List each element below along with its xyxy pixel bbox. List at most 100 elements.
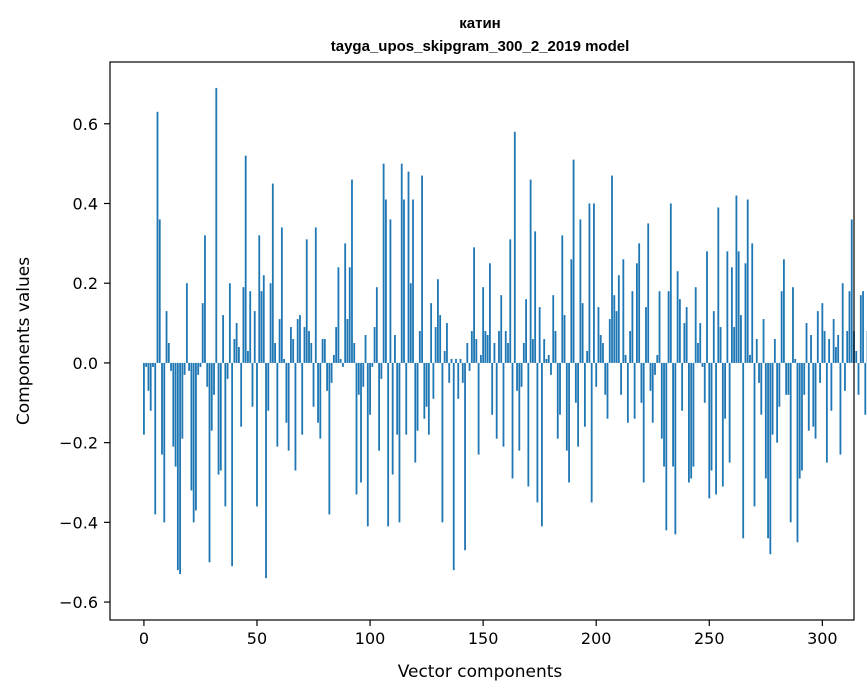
bar: [728, 362, 731, 463]
bar: [649, 362, 652, 391]
bar: [362, 362, 365, 387]
bar: [780, 291, 783, 363]
bar: [278, 319, 281, 363]
bar: [749, 354, 751, 363]
bar: [753, 362, 756, 507]
bar: [391, 362, 394, 475]
bar: [672, 362, 674, 467]
bar: [421, 175, 423, 363]
bar: [235, 323, 238, 363]
bar: [274, 342, 276, 363]
bar: [778, 362, 781, 407]
bar: [699, 323, 702, 363]
bar: [260, 291, 263, 363]
bar: [332, 354, 335, 363]
bar: [762, 319, 765, 363]
x-tick-label: 50: [247, 629, 267, 648]
bar: [819, 362, 821, 383]
bar: [859, 295, 862, 363]
x-tick-label: 250: [694, 629, 725, 648]
bar: [588, 203, 591, 363]
bar: [543, 339, 546, 363]
bar: [213, 362, 215, 395]
bar: [473, 247, 475, 363]
y-tick-label: 0.6: [73, 115, 98, 134]
bar: [172, 362, 175, 447]
bar: [161, 362, 163, 455]
bar: [617, 275, 620, 363]
bar: [832, 319, 835, 363]
plot-frame: [109, 61, 855, 621]
bar: [798, 362, 801, 479]
bar: [767, 362, 769, 539]
bar: [310, 342, 313, 363]
bar: [459, 358, 462, 363]
bar: [667, 291, 670, 363]
bar: [357, 362, 360, 395]
bar: [504, 331, 507, 363]
bar: [654, 362, 656, 375]
bar: [269, 283, 272, 363]
bar: [195, 362, 197, 511]
bar: [717, 207, 720, 363]
bar: [346, 319, 349, 363]
bar: [602, 342, 604, 363]
bar: [509, 239, 512, 363]
bar: [611, 175, 613, 363]
bar: [844, 362, 846, 391]
bar: [676, 271, 679, 363]
bar: [678, 299, 681, 363]
bar: [570, 259, 573, 363]
bar: [816, 311, 819, 363]
bar: [531, 339, 534, 363]
bar: [701, 362, 704, 367]
bar: [534, 231, 537, 363]
y-tick-label: −0.2: [59, 434, 98, 453]
bar: [247, 350, 249, 363]
bar: [477, 362, 480, 455]
bar: [656, 354, 659, 363]
bar: [622, 259, 625, 363]
bar: [502, 362, 505, 447]
bar: [215, 87, 218, 363]
bar: [796, 362, 799, 543]
bar: [807, 362, 810, 431]
bar: [830, 362, 833, 411]
bar: [373, 327, 376, 363]
y-tick-label: 0.0: [73, 354, 98, 373]
bar: [516, 362, 518, 391]
bar: [608, 319, 611, 363]
bar: [703, 362, 706, 403]
bar: [287, 362, 290, 451]
bar: [789, 362, 792, 523]
bar: [642, 362, 645, 483]
bar: [441, 362, 444, 523]
bar: [708, 362, 711, 499]
bar: [312, 362, 315, 407]
bar: [595, 362, 598, 387]
x-axis-ticks: 0 50 100 150 200 250 300: [139, 620, 838, 648]
bar: [222, 315, 224, 363]
bar: [669, 203, 672, 363]
x-tick-label: 200: [581, 629, 612, 648]
bar: [348, 267, 351, 363]
bar: [199, 362, 202, 367]
bar: [265, 362, 267, 579]
bar: [828, 339, 831, 363]
bar: [511, 362, 514, 479]
bar: [651, 362, 654, 423]
bar: [529, 179, 532, 363]
bar: [636, 263, 638, 363]
bar: [414, 362, 417, 463]
bar: [165, 311, 168, 363]
bar: [726, 251, 729, 363]
bar: [638, 243, 641, 363]
bar: [552, 295, 555, 363]
bar: [486, 335, 489, 363]
bar: [403, 199, 405, 363]
bar: [204, 235, 206, 363]
bar: [156, 111, 159, 363]
y-tick-label: 0.2: [73, 274, 98, 293]
bar: [301, 362, 304, 435]
bar: [425, 362, 428, 407]
